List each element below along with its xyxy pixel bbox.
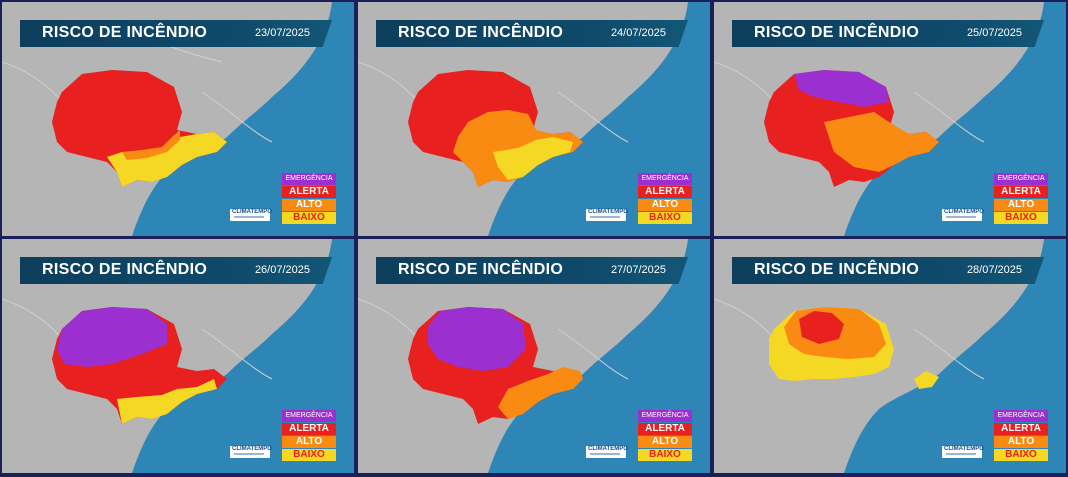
panel-title: RISCO DE INCÊNDIO [398,24,564,41]
panel-date: 23/07/2025 [254,27,310,39]
legend-alerta: ALERTA [282,186,336,198]
title-bar: RISCO DE INCÊNDIO 28/07/2025 [732,257,1044,284]
legend-baixo: BAIXO [282,449,336,461]
legend-emergencia: EMERGÊNCIA [638,410,692,422]
legend-alerta: ALERTA [638,186,692,198]
panel-title: RISCO DE INCÊNDIO [398,261,564,278]
map-panel-1: RISCO DE INCÊNDIO 23/07/2025 CLIMATEMPO … [2,2,354,236]
legend-alto: ALTO [638,436,692,448]
title-bar: RISCO DE INCÊNDIO 24/07/2025 [376,20,688,47]
legend-alerta: ALERTA [282,423,336,435]
risk-legend: EMERGÊNCIA ALERTA ALTO BAIXO [282,410,336,462]
climatempo-logo: CLIMATEMPO [230,209,272,221]
map-panel-6: RISCO DE INCÊNDIO 28/07/2025 CLIMATEMPO … [714,239,1066,473]
legend-alto: ALTO [994,199,1048,211]
legend-alerta: ALERTA [994,186,1048,198]
panel-date: 25/07/2025 [966,27,1022,39]
climatempo-logo: CLIMATEMPO [586,446,628,458]
legend-emergencia: EMERGÊNCIA [282,173,336,185]
legend-baixo: BAIXO [994,212,1048,224]
risk-legend: EMERGÊNCIA ALERTA ALTO BAIXO [638,410,692,462]
climatempo-logo: CLIMATEMPO [942,209,984,221]
legend-emergencia: EMERGÊNCIA [994,410,1048,422]
panel-date: 28/07/2025 [966,264,1022,276]
risk-legend: EMERGÊNCIA ALERTA ALTO BAIXO [994,173,1048,225]
panel-date: 26/07/2025 [254,264,310,276]
legend-alto: ALTO [994,436,1048,448]
title-bar: RISCO DE INCÊNDIO 27/07/2025 [376,257,688,284]
legend-baixo: BAIXO [638,212,692,224]
climatempo-logo: CLIMATEMPO [942,446,984,458]
title-bar: RISCO DE INCÊNDIO 23/07/2025 [20,20,332,47]
panel-title: RISCO DE INCÊNDIO [754,24,920,41]
map-panel-5: RISCO DE INCÊNDIO 27/07/2025 CLIMATEMPO … [358,239,710,473]
legend-baixo: BAIXO [282,212,336,224]
legend-alto: ALTO [638,199,692,211]
legend-alto: ALTO [282,199,336,211]
risk-legend: EMERGÊNCIA ALERTA ALTO BAIXO [994,410,1048,462]
legend-alerta: ALERTA [994,423,1048,435]
legend-baixo: BAIXO [994,449,1048,461]
title-bar: RISCO DE INCÊNDIO 25/07/2025 [732,20,1044,47]
map-graphic [358,239,710,473]
panel-title: RISCO DE INCÊNDIO [42,24,208,41]
panel-title: RISCO DE INCÊNDIO [754,261,920,278]
legend-alto: ALTO [282,436,336,448]
risk-legend: EMERGÊNCIA ALERTA ALTO BAIXO [282,173,336,225]
risk-legend: EMERGÊNCIA ALERTA ALTO BAIXO [638,173,692,225]
climatempo-logo: CLIMATEMPO [586,209,628,221]
panel-date: 27/07/2025 [610,264,666,276]
legend-alerta: ALERTA [638,423,692,435]
legend-emergencia: EMERGÊNCIA [638,173,692,185]
climatempo-logo: CLIMATEMPO [230,446,272,458]
map-panel-3: RISCO DE INCÊNDIO 25/07/2025 CLIMATEMPO … [714,2,1066,236]
map-panel-4: RISCO DE INCÊNDIO 26/07/2025 CLIMATEMPO … [2,239,354,473]
legend-baixo: BAIXO [638,449,692,461]
legend-emergencia: EMERGÊNCIA [282,410,336,422]
panel-title: RISCO DE INCÊNDIO [42,261,208,278]
panel-date: 24/07/2025 [610,27,666,39]
map-panel-2: RISCO DE INCÊNDIO 24/07/2025 CLIMATEMPO … [358,2,710,236]
title-bar: RISCO DE INCÊNDIO 26/07/2025 [20,257,332,284]
legend-emergencia: EMERGÊNCIA [994,173,1048,185]
